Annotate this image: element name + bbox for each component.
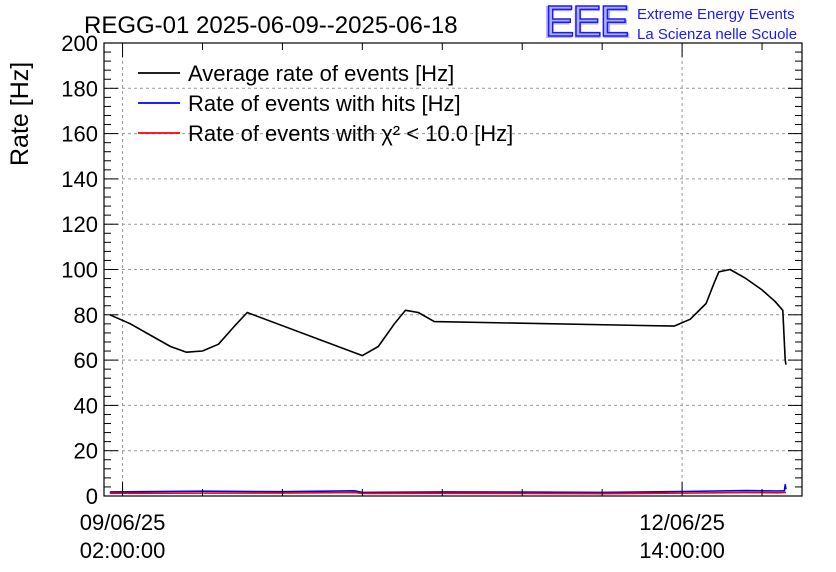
x-tick-labels: 09/06/25 02:00:00 12/06/25 14:00:00: [80, 510, 725, 563]
y-tick-label: 200: [61, 31, 98, 56]
series-line-1: [109, 483, 787, 494]
x-tick-label-time: 02:00:00: [80, 538, 166, 563]
y-tick-label: 80: [74, 303, 98, 328]
x-tick-label-date: 09/06/25: [80, 510, 166, 535]
legend: Average rate of events [Hz] Rate of event…: [138, 61, 513, 146]
series-line-2: [109, 491, 787, 495]
x-tick-label-time: 14:00:00: [639, 538, 725, 563]
x-tick-label-date: 12/06/25: [639, 510, 725, 535]
y-tick-label: 0: [86, 484, 98, 509]
chart-title: REGG-01 2025-06-09--2025-06-18: [84, 12, 458, 39]
legend-label-1: Rate of events with hits [Hz]: [188, 91, 461, 116]
series-line-0: [109, 268, 787, 365]
y-tick-label: 140: [61, 167, 98, 192]
logo-mark: EEE: [543, 0, 629, 48]
y-tick-labels: 0 20 40 60 80 100 120 140 160 180 200: [61, 31, 98, 509]
axis-ticks: [104, 42, 802, 497]
y-tick-label: 100: [61, 258, 98, 283]
eee-logo: EEE EEE Extreme Energy Events La Scienza…: [543, 0, 797, 48]
y-axis-label: Rate [Hz]: [6, 62, 34, 166]
y-tick-label: 40: [74, 393, 98, 418]
y-tick-label: 180: [61, 76, 98, 101]
logo-line2: La Scienza nelle Scuole: [637, 26, 797, 43]
y-tick-label: 120: [61, 212, 98, 237]
data-series: [109, 268, 787, 495]
logo-line1: Extreme Energy Events: [637, 6, 795, 23]
legend-label-2: Rate of events with χ² < 10.0 [Hz]: [188, 121, 513, 146]
y-tick-label: 160: [61, 122, 98, 147]
y-tick-label: 20: [74, 439, 98, 464]
y-tick-label: 60: [74, 348, 98, 373]
logo-mark-front: EEE: [545, 0, 628, 46]
grid: [104, 43, 802, 496]
legend-label-0: Average rate of events [Hz]: [188, 61, 454, 86]
